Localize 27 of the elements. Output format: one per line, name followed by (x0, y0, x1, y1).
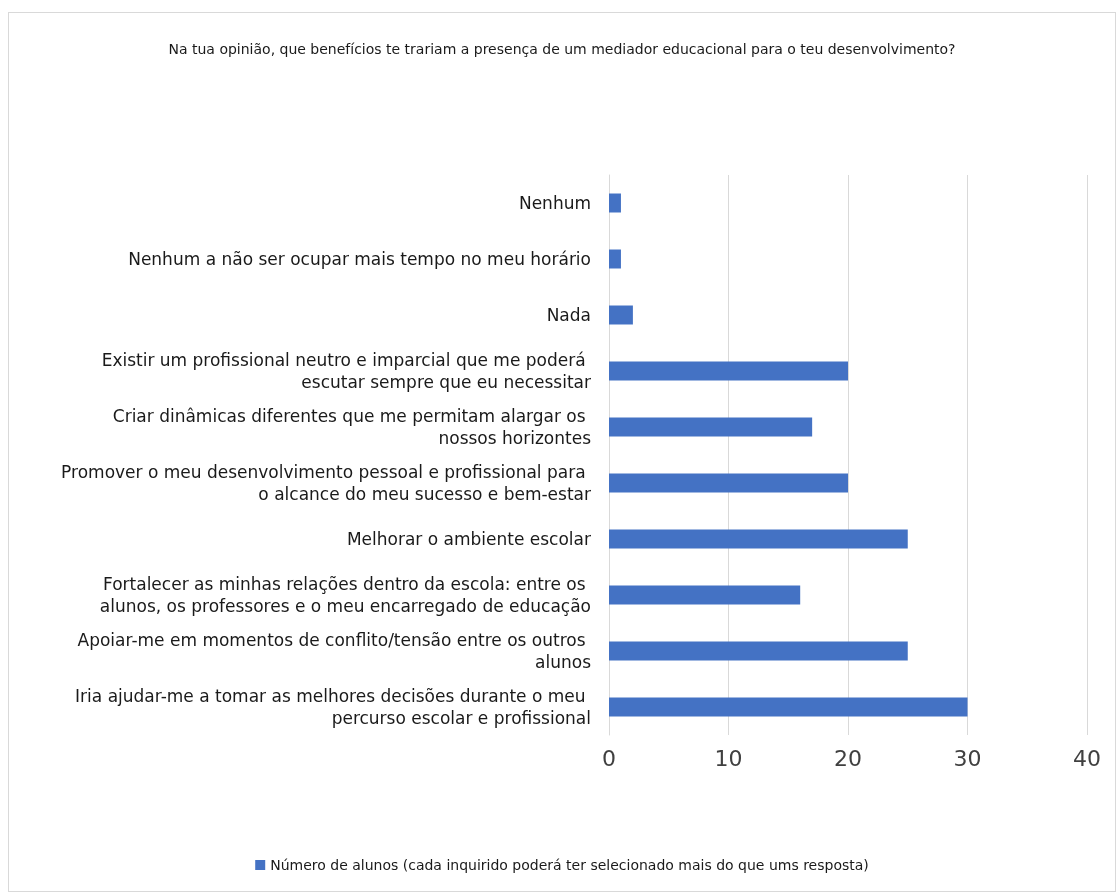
x-tick-label: 30 (953, 745, 982, 771)
y-tick-label: Criar dinâmicas diferentes que me permitam alargar os nossos horizontes (112, 406, 592, 448)
x-tick-label: 20 (834, 745, 862, 771)
y-tick-label: Iria ajudar-me a tomar as melhores decisões durante o meu percurso escolar e profissional (75, 686, 591, 728)
y-tick-label: Nenhum a não ser ocupar mais tempo no meu horário (128, 249, 591, 269)
bar (609, 249, 621, 269)
y-tick-label: Nenhum (518, 193, 591, 213)
y-tick-label: Fortalecer as minhas relações dentro da escola: entre os alunos, os professores e o meu encarregado de educação (99, 574, 591, 616)
bar (609, 529, 908, 549)
bar (609, 193, 621, 213)
x-tick-label: 0 (602, 745, 616, 771)
bar (609, 697, 968, 717)
bar (609, 473, 848, 493)
y-tick-label: Existir um profissional neutro e imparcial que me poderá escutar sempre que eu necessitar (101, 350, 591, 392)
bar (609, 361, 848, 381)
bar (609, 417, 813, 437)
legend-label: Número de alunos (cada inquirido poderá ter selecionado mais do que ums resposta) (270, 857, 869, 873)
chart-title: Na tua opinião, que benefícios te trariam a presença de um mediador educacional para o teu desenvolvimento? (168, 41, 956, 57)
y-tick-label: Apoiar-me em momentos de conflito/tensão entre os outros alunos (77, 630, 592, 672)
y-tick-label: Promover o meu desenvolvimento pessoal e profissional para o alcance do meu sucesso e bem-estar (61, 462, 592, 504)
bar (609, 585, 801, 605)
bar (609, 305, 633, 325)
bar (609, 641, 908, 661)
y-tick-label: Nada (546, 305, 591, 325)
y-tick-label: Melhorar o ambiente escolar (346, 529, 592, 549)
x-tick-label: 40 (1073, 745, 1101, 771)
x-tick-label: 10 (714, 745, 743, 771)
